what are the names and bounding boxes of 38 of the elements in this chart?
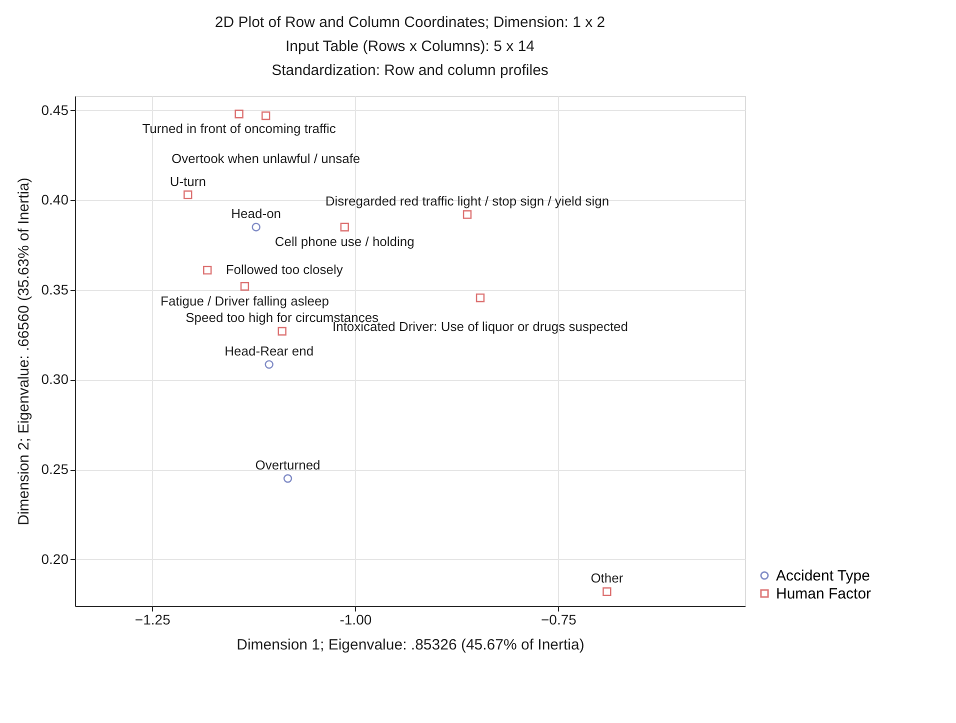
point [602, 587, 612, 596]
point [340, 222, 349, 232]
x-axis-title: Dimension 1; Eigenvalue: .85326 (45.67% of Inertia) [236, 636, 584, 654]
point [184, 190, 192, 200]
point [252, 222, 260, 232]
y-tick-label: 0.35 [41, 281, 69, 298]
point [476, 293, 485, 302]
y-tick-label: 0.20 [41, 550, 69, 567]
point [283, 474, 292, 483]
y-tick-label: 0.30 [41, 371, 69, 388]
point [261, 111, 270, 120]
point [264, 360, 274, 369]
point [278, 326, 286, 336]
y-tick-label: 0.40 [41, 192, 69, 208]
legend-label: Accident Type [776, 568, 870, 584]
data-label: Turned in front of oncoming traffic [142, 120, 336, 136]
y-tick-label: 0.25 [41, 461, 69, 478]
y-axis-title: Dimension 2; Eigenvalue: .66560 (35.63% of Inertia) [15, 178, 32, 526]
y-tick-label: 0.45 [41, 102, 69, 118]
point [240, 282, 250, 291]
data-label: Other [590, 570, 624, 586]
x-tick-label: −1.25 [134, 612, 171, 628]
point [462, 210, 472, 219]
chart-title: 2D Plot of Row and Column Coordinates; Dimension: 1 x 2 Input Table (Rows x Columns): 5 x 14 Standardization: Row and column profiles [214, 14, 606, 79]
point [203, 266, 212, 275]
data-label: Overtook when unlawful / unsafe [172, 150, 360, 166]
x-tick-label: −0.75 [540, 612, 577, 628]
data-label: Fatigue / Driver falling asleep [160, 293, 329, 308]
point [234, 110, 244, 118]
data-label: Followed too closely [226, 262, 344, 278]
data-label: Overturned [255, 458, 320, 472]
x-tick-label: -1.00 [340, 612, 372, 628]
legend-label: Human Factor [776, 586, 872, 602]
data-label: Head-on [231, 206, 282, 222]
data-label: Head-Rear end [224, 343, 314, 358]
data-label: U-turn [170, 174, 206, 189]
data-label: Cell phone use / holding [274, 234, 414, 250]
data-label: Disregarded red traffic light / stop sign / yield sign [325, 194, 610, 209]
